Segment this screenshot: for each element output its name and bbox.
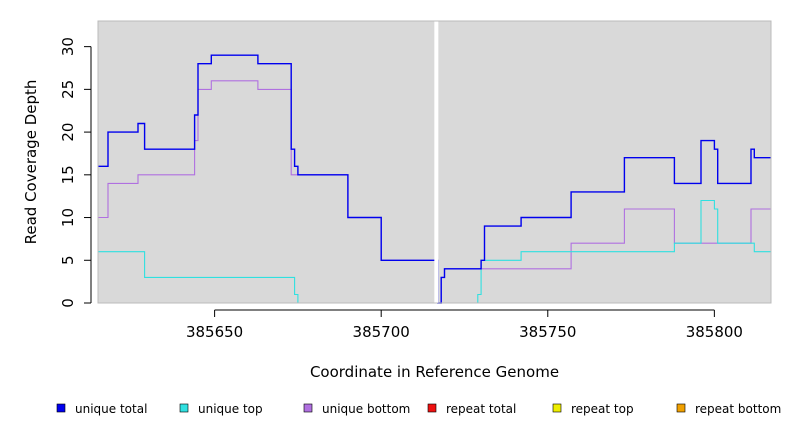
legend-swatch bbox=[56, 403, 66, 413]
y-tick-label: 25 bbox=[59, 80, 77, 99]
legend-swatch bbox=[552, 403, 562, 413]
y-axis-title: Read Coverage Depth bbox=[22, 80, 40, 245]
x-tick-label: 385650 bbox=[186, 323, 243, 341]
plot-frame bbox=[97, 20, 772, 304]
y-tick-label: 5 bbox=[59, 255, 77, 265]
legend-label: unique top bbox=[198, 402, 263, 416]
legend-label: unique total bbox=[75, 402, 147, 416]
legend-label: repeat top bbox=[571, 402, 634, 416]
y-tick-label: 30 bbox=[59, 37, 77, 56]
x-axis-title: Coordinate in Reference Genome bbox=[310, 363, 559, 381]
y-tick-label: 10 bbox=[59, 208, 77, 227]
legend-label: repeat bottom bbox=[695, 402, 781, 416]
axes-layer: 0 5 10 15 20 25 30 385650 385700 385750 385800 bbox=[59, 37, 743, 341]
legend-swatch bbox=[179, 403, 189, 413]
legend: unique total unique top unique bottom repea… bbox=[56, 402, 781, 416]
legend-label: unique bottom bbox=[322, 402, 410, 416]
y-tick-label: 0 bbox=[59, 298, 77, 308]
legend-swatch bbox=[676, 403, 686, 413]
series-line-unique-top bbox=[98, 199, 771, 304]
y-tick-label: 15 bbox=[59, 165, 77, 184]
legend-label: repeat total bbox=[446, 402, 516, 416]
x-tick-label: 385750 bbox=[519, 323, 576, 341]
legend-swatch bbox=[427, 403, 437, 413]
legend-swatch bbox=[303, 403, 313, 413]
x-tick-label: 385800 bbox=[686, 323, 743, 341]
x-tick-label: 385700 bbox=[353, 323, 410, 341]
y-tick-label: 20 bbox=[59, 123, 77, 142]
